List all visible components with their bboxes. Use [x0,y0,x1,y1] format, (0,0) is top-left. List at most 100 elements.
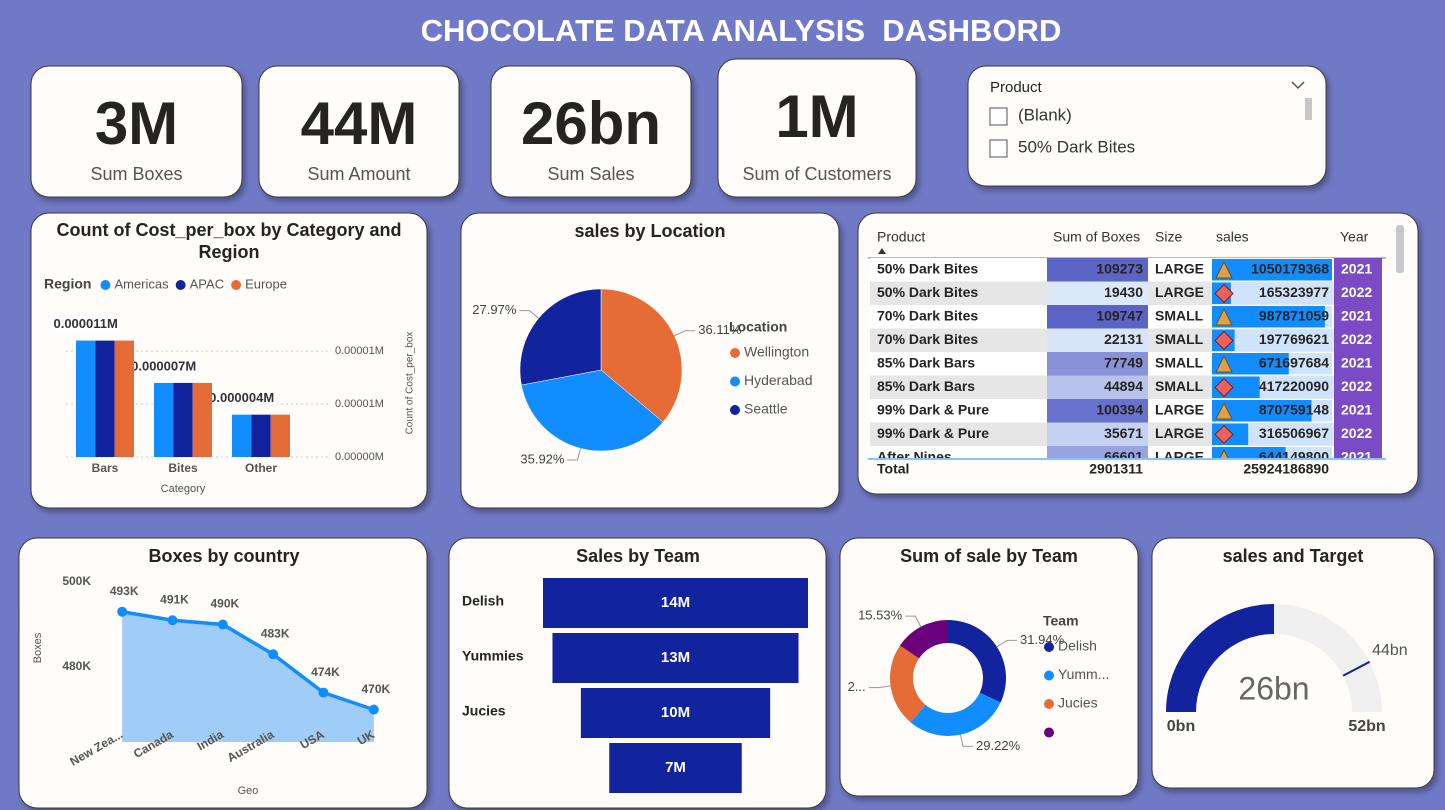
card [490,65,692,198]
chart-title: Sales by Team [576,546,700,566]
status-icon [1215,260,1233,279]
slice [948,620,1006,703]
legend-label: APAC [190,276,224,291]
target-label: 44bn [1372,642,1408,659]
cell: 987871059 [1259,308,1329,324]
cell: LARGE [1155,449,1204,465]
cell: 870759148 [1259,402,1329,418]
data-label: 15.53% [858,608,903,623]
data-bar [1212,306,1325,328]
checkbox[interactable] [989,107,1008,126]
data-label: 470K [361,682,390,696]
cell: 2022 [1341,378,1372,394]
cell: 2021 [1341,355,1372,371]
total-cell: 2901311 [1089,461,1143,477]
bar [114,340,134,457]
legend-title: Team [1043,613,1079,629]
chart-title: sales and Target [1223,546,1364,566]
status-icon [1214,283,1234,304]
slice [521,369,664,452]
x-axis-title: Geo [238,785,259,797]
marker [318,687,329,698]
legend-marker [1044,699,1054,709]
cell: 22131 [1104,331,1143,347]
kpi-label: Sum Sales [547,164,634,184]
cell: 2022 [1341,284,1372,300]
slicer-item[interactable]: 50% Dark Bites [1018,137,1135,156]
year-cell [1334,375,1382,399]
data-label: 474K [311,665,340,679]
total-cell: 25924186890 [1243,461,1329,477]
data-label: 483K [261,626,290,640]
kpi-value: 44M [301,90,418,157]
status-icon [1214,377,1234,398]
year-cell [1334,281,1382,305]
cell: 44894 [1104,378,1143,394]
leader-line [674,330,696,337]
leader-line [905,615,922,628]
chevron [1291,81,1305,90]
data-bar [1212,447,1286,458]
status-icon [1215,307,1233,326]
checkbox[interactable] [989,139,1008,158]
card [967,65,1327,187]
category-label: Jucies [462,703,506,719]
color-scale-cell [1047,352,1148,376]
legend-label: Hyderabad [744,372,813,388]
status-icon [1215,354,1233,373]
year-cell [1334,422,1382,446]
data-label: 2... [848,679,866,694]
legend-label: Jucies [1058,695,1098,711]
color-scale-cell [1047,281,1148,305]
data-label-bg [127,357,200,376]
legend-marker [730,376,740,387]
cell: 644149800 [1259,449,1329,465]
bar [270,414,290,457]
y-axis-title: Count of Cost_per_box [405,332,416,435]
leader-line [868,685,891,689]
column-header: Year [1340,229,1369,245]
chart-title: sales by Location [574,221,725,241]
cell: 35671 [1104,425,1143,441]
column-header: Size [1155,229,1182,245]
bar [76,340,96,457]
slice [600,288,683,423]
data-label: 31.94% [1020,632,1065,647]
data-label: 491K [160,592,189,606]
year-cell [1334,328,1382,352]
legend-marker [231,280,242,290]
kpi-value: 26bn [521,90,661,157]
data-bar [1212,353,1289,375]
kpi-value: 1M [775,83,858,150]
column-header: sales [1216,229,1249,245]
cell: 100394 [1096,402,1143,418]
bar [192,382,212,457]
area [122,611,374,742]
column-header: Sum of Boxes [1053,229,1140,245]
cell: 1050179368 [1251,261,1329,277]
x-tick-label: Other [245,461,277,475]
legend-marker [1044,642,1054,652]
marker [217,619,228,630]
sort-icon [878,248,886,254]
chart-title-box: Count of Cost_per_box by Category and Re… [56,220,401,262]
data-label: 29.22% [976,738,1021,753]
slicer-item[interactable]: (Blank) [1018,105,1072,124]
legend-label: Seattle [744,401,788,417]
cell: 417220090 [1259,378,1329,394]
cell: 77749 [1104,355,1143,371]
data-label: 13M [661,649,690,666]
dashboard-title: CHOCOLATE DATA ANALYSIS DASHBORD [421,13,1062,48]
table-body: 50% Dark Bites 109273 LARGE 1050179368 2021 5… [870,258,1382,465]
cell: 66601 [1104,449,1143,465]
y-tick-label: 0.00000M [335,451,384,463]
legend-label: Yumm... [1058,666,1109,682]
bar [232,414,252,457]
slice [899,620,948,659]
color-scale-cell [1047,328,1148,352]
slicer-title: Product [990,79,1043,96]
cell: SMALL [1155,331,1204,347]
data-label-bg [49,315,122,334]
gauge-range-label: 0bn [1167,718,1195,735]
color-scale-cell [1047,375,1148,399]
